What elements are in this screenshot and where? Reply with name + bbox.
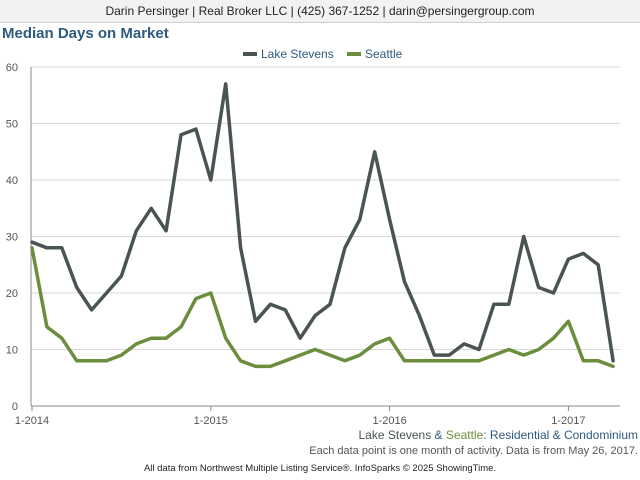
- legend-label: Lake Stevens: [261, 47, 334, 61]
- agent-contact-banner: Darin Persinger | Real Broker LLC | (425…: [0, 0, 640, 23]
- x-tick-label: 1-2014: [15, 415, 49, 427]
- data-note: Each data point is one month of activity…: [309, 445, 638, 457]
- subtitle-rest: : Residential & Condominium: [483, 428, 638, 442]
- chart-title: Median Days on Market: [2, 25, 169, 42]
- y-tick-label: 40: [6, 175, 18, 187]
- data-source-credit: All data from Northwest Multiple Listing…: [143, 463, 497, 474]
- x-tick-label: 1-2016: [372, 415, 406, 427]
- y-tick-label: 50: [6, 119, 18, 131]
- agent-contact-text: Darin Persinger | Real Broker LLC | (425…: [105, 4, 535, 18]
- series-line-lake-stevens: [30, 82, 615, 363]
- legend-label: Seattle: [365, 47, 403, 61]
- series-line-seattle: [30, 246, 615, 369]
- y-tick-label: 0: [12, 401, 18, 413]
- y-tick-label: 10: [6, 345, 18, 357]
- x-tick-label: 1-2015: [194, 415, 228, 427]
- subtitle-amp: &: [431, 428, 446, 442]
- subtitle-series-a: Lake Stevens: [358, 428, 432, 442]
- subtitle-series-b: Seattle: [445, 428, 484, 442]
- y-tick-label: 20: [6, 288, 18, 300]
- y-tick-label: 30: [6, 232, 18, 244]
- x-tick-label: 1-2017: [551, 415, 585, 427]
- y-tick-label: 60: [6, 62, 18, 74]
- chart-subtitle: Lake Stevens & Seattle: Residential & Co…: [359, 428, 639, 442]
